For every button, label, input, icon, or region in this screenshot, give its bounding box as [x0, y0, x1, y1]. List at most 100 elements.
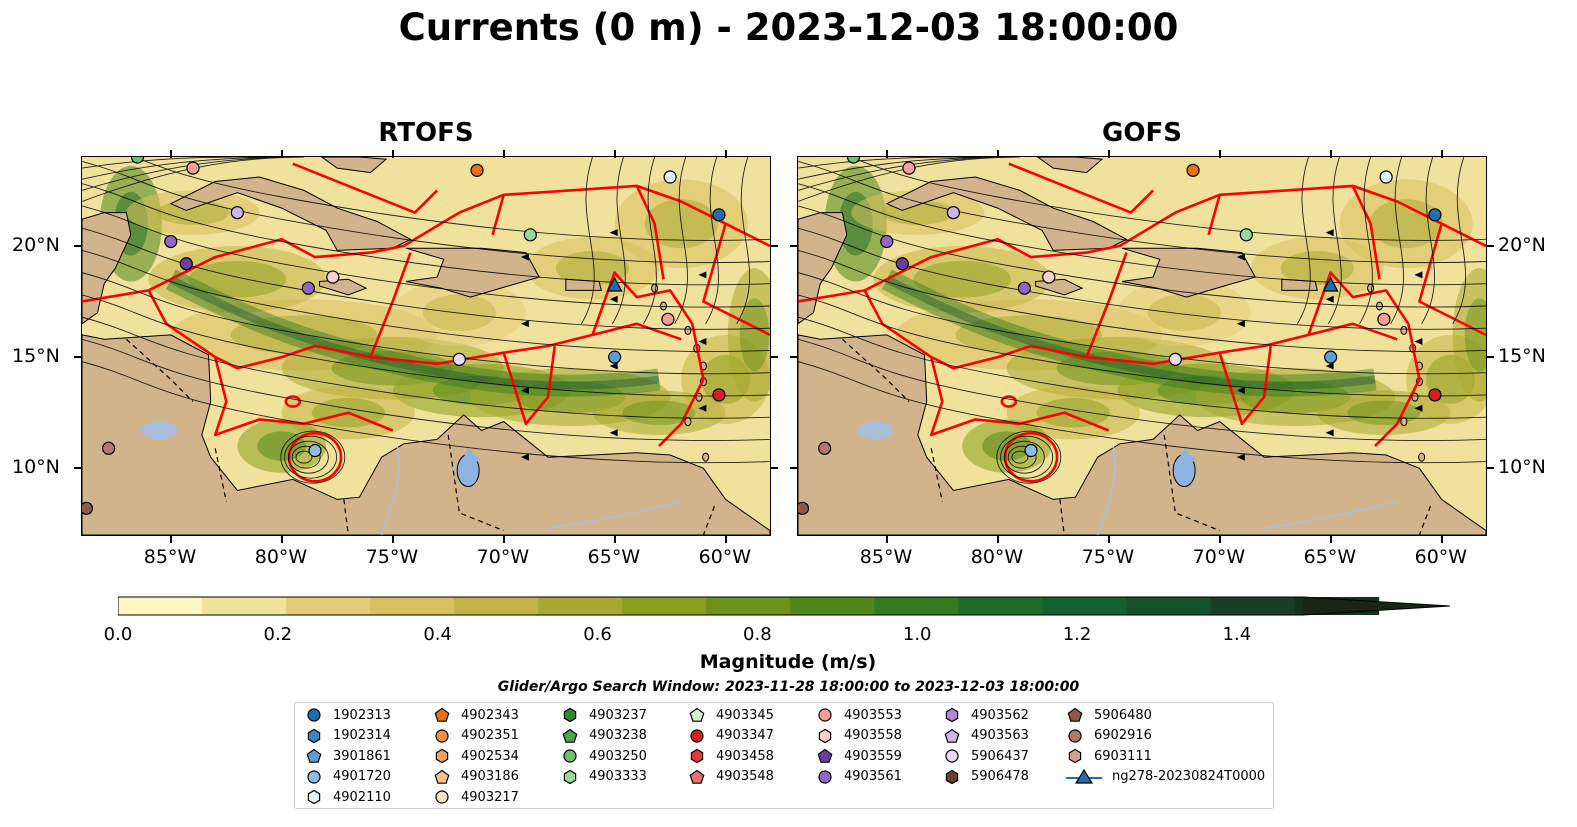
- panel-title-rtofs: RTOFS: [378, 118, 474, 148]
- colorbar-tick-label: 1.0: [902, 624, 932, 645]
- colorbar-segment: [790, 597, 875, 615]
- legend-item: 4903559: [816, 746, 902, 766]
- legend-item: 4903347: [688, 726, 774, 746]
- colorbar: [118, 596, 1451, 616]
- float-marker: [164, 234, 178, 249]
- lon-tick: [280, 150, 283, 158]
- circle-marker-icon: [1068, 728, 1082, 743]
- small-island: [684, 325, 692, 335]
- colorbar-segment: [706, 597, 791, 615]
- colorbar-tick-label: 0.2: [263, 624, 293, 645]
- legend-label: 4903558: [844, 728, 902, 744]
- lon-tick: [885, 150, 888, 158]
- lat-tick: [1486, 244, 1494, 247]
- legend-item: 4903563: [943, 726, 1029, 746]
- legend-label: 4903548: [716, 769, 774, 785]
- colorbar-title: Magnitude (m/s): [699, 651, 877, 673]
- south-central-america: [798, 334, 1486, 535]
- float-marker: [902, 161, 916, 175]
- lon-tick: [996, 150, 999, 158]
- float-marker: [1428, 208, 1442, 222]
- legend-label: 4903186: [461, 769, 519, 785]
- colorbar-tick-label: 0.0: [103, 624, 133, 645]
- lat-tick-label: 15°N: [1498, 345, 1546, 368]
- river: [1263, 500, 1398, 529]
- lon-tick: [502, 150, 505, 158]
- circle-marker-icon: [690, 728, 704, 743]
- float-marker: [661, 312, 675, 326]
- pentagon-marker-icon: [306, 748, 322, 763]
- lake-nicaragua: [141, 421, 178, 440]
- river: [1096, 445, 1116, 535]
- float-marker: [470, 163, 484, 177]
- float-marker: [102, 441, 116, 455]
- float-marker: [846, 157, 861, 164]
- lon-tick: [1440, 535, 1443, 543]
- map-canvas: [798, 157, 1486, 535]
- lon-tick-label: 70°W: [476, 546, 530, 568]
- legend-label: ng278-20230824T0000: [1112, 769, 1266, 785]
- legend-label: 4903345: [716, 707, 774, 723]
- small-island: [651, 283, 659, 293]
- streamlines: [798, 157, 1486, 484]
- legend-label: 5906478: [971, 769, 1029, 785]
- legend-label: 4903237: [589, 707, 647, 723]
- hexagon-marker-icon: [945, 769, 959, 784]
- search-window-caption: Glider/Argo Search Window: 2023-11-28 18…: [497, 679, 1080, 695]
- south-central-america: [82, 334, 770, 535]
- lon-tick: [1218, 150, 1221, 158]
- colorbar-tick-label: 1.2: [1062, 624, 1092, 645]
- lon-tick: [1440, 150, 1443, 158]
- legend-label: 4902110: [333, 789, 391, 805]
- circle-marker-icon: [563, 749, 577, 763]
- float-marker: [1186, 163, 1200, 177]
- bahamas: [320, 157, 388, 174]
- colorbar-tick-label: 0.4: [423, 624, 452, 645]
- colorbar-segment: [286, 597, 371, 615]
- lake-nicaragua: [857, 421, 894, 440]
- hexagon-marker-icon: [307, 728, 321, 743]
- circle-marker-icon: [435, 728, 449, 743]
- legend-label: 4903238: [589, 728, 647, 744]
- lat-tick: [1486, 356, 1494, 359]
- hexagon-marker-icon: [563, 769, 577, 784]
- hexagon-marker-icon: [818, 728, 832, 743]
- map-canvas: [82, 157, 770, 535]
- float-marker: [1377, 312, 1391, 326]
- lat-tick-label: 15°N: [12, 345, 60, 368]
- float-marker: [452, 352, 466, 366]
- small-island: [1418, 452, 1426, 462]
- main-title: Currents (0 m) - 2023-12-03 18:00:00: [398, 6, 1179, 49]
- map-panel-rtofs[interactable]: [81, 156, 771, 536]
- float-marker: [1428, 388, 1442, 402]
- lon-tick: [613, 535, 616, 543]
- land: [82, 157, 770, 535]
- float-marker: [301, 281, 315, 295]
- lon-tick-label: 60°W: [1414, 546, 1468, 568]
- float-marker: [230, 205, 244, 220]
- map-panel-gofs[interactable]: [797, 156, 1487, 536]
- small-island: [702, 452, 710, 462]
- country-borders: [125, 338, 716, 535]
- lon-tick: [1218, 535, 1221, 543]
- legend-label: 4903553: [844, 707, 902, 723]
- float-marker: [818, 441, 832, 455]
- legend-item: 6902916: [1066, 726, 1152, 746]
- legend-item: 4903458: [688, 746, 774, 766]
- colorbar-tick-label: 0.6: [583, 624, 612, 645]
- lon-tick: [1329, 150, 1332, 158]
- streamline-arrows: [520, 229, 707, 461]
- legend-item: 1902313: [305, 705, 391, 725]
- legend-label: 4903250: [589, 748, 647, 764]
- colorbar-tick-label: 0.8: [743, 624, 772, 645]
- lat-tick: [790, 467, 798, 470]
- streamlines: [82, 157, 770, 484]
- lat-tick: [74, 356, 82, 359]
- lat-tick-label: 10°N: [12, 456, 60, 479]
- float-marker: [663, 170, 677, 184]
- float-marker: [1239, 228, 1253, 242]
- float-marker: [186, 161, 200, 175]
- lat-tick: [74, 467, 82, 470]
- circle-marker-icon: [307, 708, 321, 722]
- eez-circle: [1003, 431, 1059, 483]
